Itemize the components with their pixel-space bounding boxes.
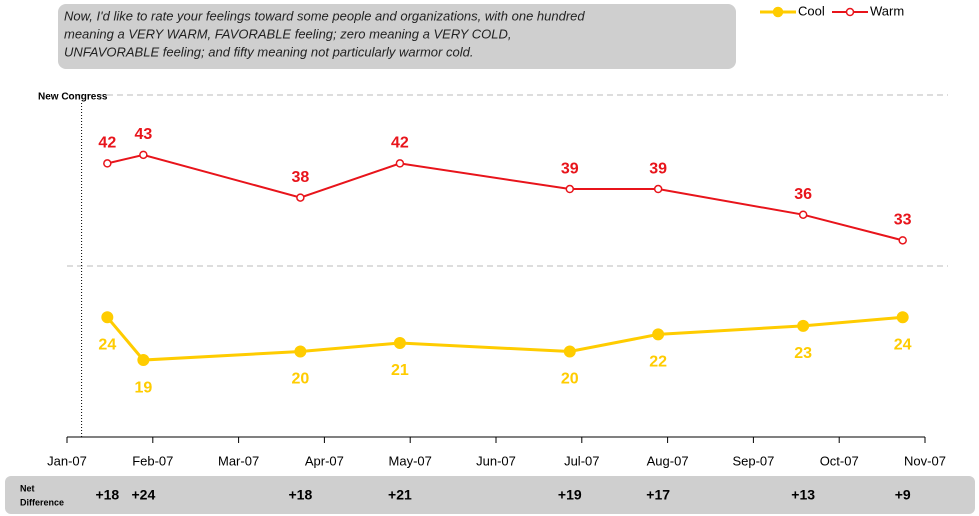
x-tick-label: Oct-07 [820,453,859,468]
net-difference-value: +19 [558,487,582,503]
x-tick-label: Feb-07 [132,453,173,468]
data-label: 24 [98,337,116,354]
data-label: 36 [794,186,812,203]
x-tick-label: Mar-07 [218,453,259,468]
marker [798,210,808,219]
x-tick-label: Apr-07 [305,453,344,468]
marker [898,236,907,245]
data-label: 39 [561,160,579,177]
legend-label: Warm [870,3,904,18]
marker [296,193,305,202]
net-difference-value: +21 [388,487,412,503]
data-label: 20 [291,371,309,388]
marker [393,336,406,349]
data-label: 43 [134,126,152,143]
x-tick-label: May-07 [389,453,432,468]
marker [395,159,405,168]
question-text: Now, I'd like to rate your feelings towa… [64,8,585,23]
net-difference-value: +13 [791,487,815,503]
net-difference-label: Difference [20,497,64,507]
marker [101,311,114,324]
series-line [106,315,903,362]
question-text: meaning a VERY WARM, FAVORABLE feeling; … [64,26,512,41]
x-tick-label: Jun-07 [476,453,516,468]
marker [797,319,810,332]
data-label: 19 [134,379,152,396]
legend-label: Cool [798,3,825,18]
net-difference-value: +18 [289,487,313,503]
data-label: 42 [98,135,116,152]
question-box [58,4,736,69]
question-text: UNFAVORABLE feeling; and fifty meaning n… [64,44,473,59]
net-difference-value: +18 [95,487,119,503]
net-difference-value: +9 [895,487,911,503]
marker [896,311,909,324]
data-label: 38 [291,169,309,186]
data-label: 42 [391,135,409,152]
annotation: New Congress [38,92,108,103]
data-label: 33 [894,212,912,229]
marker [103,159,112,168]
x-tick-label: Jan-07 [47,453,87,468]
legend-marker [772,6,784,18]
net-difference-value: +24 [131,487,155,503]
data-label: 23 [794,345,812,362]
legend-marker [845,7,855,17]
x-tick-label: Nov-07 [904,453,946,468]
marker [652,328,665,341]
data-label: 20 [561,371,579,388]
data-label: 39 [649,160,667,177]
marker [139,150,148,160]
marker [653,184,663,194]
net-difference-box [5,476,975,514]
x-tick-label: Jul-07 [564,453,599,468]
series-line [107,153,903,242]
marker [137,354,150,367]
marker [294,345,307,358]
net-difference-label: Net [20,483,35,493]
data-label: 21 [391,362,409,379]
marker [563,345,576,358]
data-label: 22 [649,354,667,371]
marker [565,184,575,194]
data-label: 24 [894,337,912,354]
net-difference-value: +17 [646,487,670,503]
x-tick-label: Aug-07 [647,453,689,468]
x-tick-label: Sep-07 [732,453,774,468]
